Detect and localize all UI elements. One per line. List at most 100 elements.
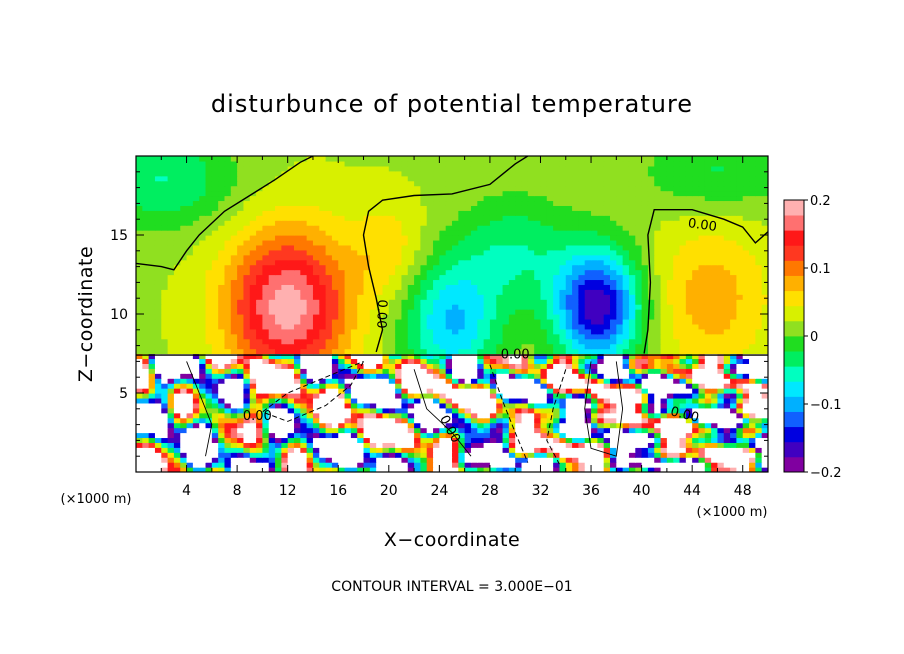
field-cell: [395, 447, 403, 453]
field-cell: [363, 457, 371, 463]
field-cell: [205, 254, 213, 261]
field-cell: [546, 244, 554, 251]
field-cell: [723, 358, 731, 364]
field-cell: [439, 373, 447, 379]
field-cell: [546, 397, 554, 404]
field-cell: [382, 427, 390, 434]
field-cell: [281, 249, 289, 256]
field-cell: [660, 254, 668, 261]
field-cell: [483, 318, 491, 325]
field-cell: [540, 358, 548, 364]
field-cell: [521, 314, 529, 320]
field-cell: [742, 427, 750, 434]
field-cell: [388, 343, 396, 350]
field-cell: [622, 244, 630, 251]
field-cell: [161, 388, 169, 394]
field-cell: [736, 284, 744, 290]
field-cell: [230, 388, 238, 394]
field-cell: [635, 294, 643, 300]
field-cell: [578, 353, 586, 360]
field-cell: [319, 412, 327, 419]
field-cell: [534, 269, 542, 276]
field-cell: [464, 225, 472, 231]
field-cell: [559, 279, 567, 285]
field-cell: [243, 432, 251, 439]
field-cell: [357, 363, 365, 369]
field-cell: [565, 373, 573, 379]
field-cell: [742, 452, 750, 458]
field-cell: [331, 254, 339, 261]
field-cell: [483, 239, 491, 246]
field-cell: [521, 437, 529, 443]
field-cell: [489, 269, 497, 276]
field-cell: [673, 348, 681, 355]
field-cell: [761, 304, 768, 310]
field-cell: [414, 363, 421, 369]
field-cell: [736, 259, 744, 266]
field-cell: [363, 422, 371, 429]
field-cell: [540, 230, 548, 236]
field-cell: [426, 269, 434, 276]
field-cell: [211, 239, 219, 246]
field-cell: [237, 397, 245, 404]
field-cell: [458, 254, 466, 261]
field-cell: [350, 348, 358, 355]
field-cell: [382, 254, 390, 261]
field-cell: [426, 235, 434, 241]
field-cell: [363, 314, 371, 320]
field-cell: [414, 437, 421, 443]
field-cell: [192, 299, 200, 305]
field-cell: [755, 467, 763, 472]
field-cell: [673, 309, 681, 315]
field-cell: [534, 442, 542, 448]
field-cell: [534, 368, 542, 374]
field-cell: [483, 230, 491, 236]
field-cell: [281, 452, 289, 458]
field-cell: [527, 225, 535, 231]
field-cell: [407, 457, 415, 463]
field-cell: [319, 309, 327, 315]
field-cell: [445, 239, 453, 246]
field-cell: [426, 328, 434, 335]
field-cell: [395, 402, 403, 409]
field-cell: [698, 284, 706, 290]
field-cell: [496, 225, 504, 231]
field-cell: [154, 383, 162, 389]
field-cell: [660, 353, 668, 360]
field-cell: [641, 452, 649, 458]
field-cell: [344, 294, 352, 300]
field-cell: [742, 338, 750, 345]
field-cell: [679, 274, 687, 281]
field-cell: [275, 239, 282, 246]
field-cell: [154, 235, 162, 241]
field-cell: [527, 407, 535, 414]
field-cell: [660, 383, 668, 389]
field-cell: [654, 299, 662, 305]
field-cell: [433, 230, 440, 236]
field-cell: [426, 348, 434, 355]
field-cell: [515, 264, 523, 271]
field-cell: [559, 318, 567, 325]
field-cell: [237, 452, 245, 458]
field-cell: [755, 244, 763, 251]
field-cell: [205, 397, 213, 404]
field-cell: [363, 309, 371, 315]
field-cell: [628, 467, 636, 472]
field-cell: [433, 452, 440, 458]
field-cell: [300, 378, 308, 384]
field-cell: [218, 397, 226, 404]
field-cell: [515, 323, 523, 330]
field-cell: [338, 269, 346, 276]
field-cell: [489, 289, 497, 295]
field-cell: [382, 447, 390, 453]
field-cell: [262, 235, 270, 241]
field-cell: [559, 304, 567, 310]
field-cell: [407, 230, 415, 236]
field-cell: [559, 383, 567, 389]
field-cell: [249, 274, 257, 281]
field-cell: [300, 289, 308, 295]
field-cell: [603, 314, 611, 320]
field-cell: [591, 348, 598, 355]
field-cell: [534, 249, 542, 256]
field-cell: [704, 393, 712, 399]
